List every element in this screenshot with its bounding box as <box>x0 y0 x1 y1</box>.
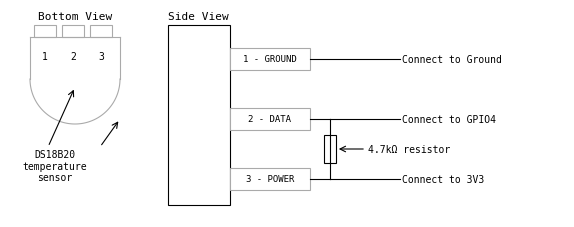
Bar <box>34 26 56 38</box>
Bar <box>230 49 310 71</box>
Bar <box>90 26 112 38</box>
Text: DS18B20
temperature
sensor: DS18B20 temperature sensor <box>23 149 87 183</box>
Text: Connect to Ground: Connect to Ground <box>402 55 502 65</box>
Text: Connect to 3V3: Connect to 3V3 <box>402 174 484 184</box>
Bar <box>324 135 336 163</box>
Bar <box>62 26 84 38</box>
Text: Connect to GPIO4: Connect to GPIO4 <box>402 114 496 124</box>
Bar <box>230 109 310 131</box>
Text: Side View: Side View <box>168 12 229 22</box>
Text: 4.7kΩ resistor: 4.7kΩ resistor <box>368 144 450 154</box>
Text: 1 - GROUND: 1 - GROUND <box>243 55 297 64</box>
Text: 3 - POWER: 3 - POWER <box>246 175 294 184</box>
Bar <box>230 168 310 190</box>
Text: 2: 2 <box>70 52 76 62</box>
Text: 1: 1 <box>42 52 48 62</box>
Text: 2 - DATA: 2 - DATA <box>249 115 292 124</box>
Text: Bottom View: Bottom View <box>38 12 112 22</box>
Text: 3: 3 <box>98 52 104 62</box>
Bar <box>168 26 230 205</box>
